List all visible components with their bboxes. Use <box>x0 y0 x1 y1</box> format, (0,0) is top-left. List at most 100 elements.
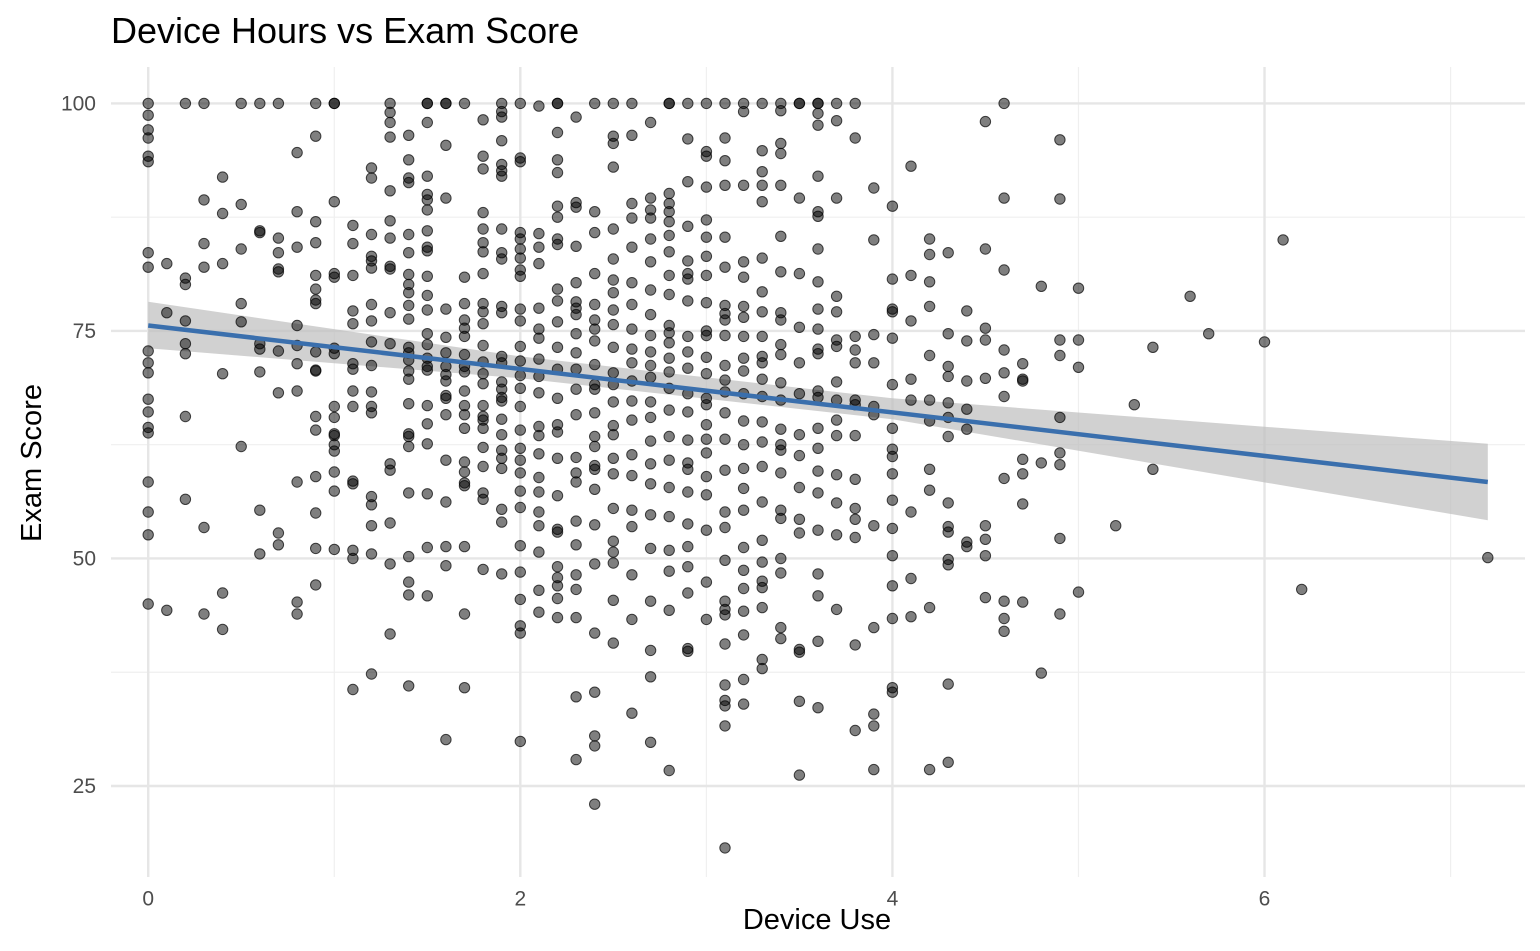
data-point <box>700 399 713 411</box>
data-point <box>607 161 619 173</box>
data-point <box>235 198 247 211</box>
data-point <box>998 472 1010 485</box>
data-point <box>756 196 768 208</box>
data-point <box>644 192 657 204</box>
data-point <box>179 410 192 423</box>
data-point <box>1258 336 1271 348</box>
data-point <box>179 348 192 360</box>
data-point <box>644 396 657 408</box>
points-layer <box>142 97 1494 854</box>
data-point <box>682 220 694 233</box>
data-point <box>514 627 526 639</box>
data-point <box>272 266 285 278</box>
data-point <box>291 241 303 253</box>
data-point <box>384 628 396 640</box>
data-point <box>626 469 638 482</box>
data-point <box>830 306 843 318</box>
data-point <box>849 502 861 515</box>
data-point <box>886 378 899 391</box>
data-point <box>830 290 843 302</box>
data-point <box>551 126 564 139</box>
data-point <box>700 150 713 162</box>
data-point <box>719 155 731 167</box>
x-tick-label: 0 <box>142 887 154 910</box>
data-point <box>328 445 340 457</box>
data-point <box>682 406 694 418</box>
data-point <box>514 252 526 264</box>
data-point <box>310 346 322 358</box>
data-point <box>458 422 471 434</box>
data-point <box>291 476 303 488</box>
data-point <box>310 424 322 436</box>
data-point <box>589 335 601 347</box>
data-point <box>700 419 713 431</box>
data-point <box>570 611 582 624</box>
data-point <box>737 256 750 268</box>
data-point <box>310 297 322 310</box>
data-point <box>570 451 582 464</box>
data-point <box>663 288 675 301</box>
data-point <box>849 531 861 544</box>
data-point <box>272 387 285 399</box>
data-point <box>291 608 303 620</box>
data-point <box>551 238 564 251</box>
data-point <box>775 105 787 117</box>
data-point <box>291 385 303 397</box>
data-point <box>365 336 378 348</box>
data-point <box>737 105 750 118</box>
data-point <box>403 373 415 385</box>
data-point <box>1017 453 1029 465</box>
data-point <box>905 373 917 385</box>
data-point <box>905 611 917 623</box>
data-point <box>514 735 526 748</box>
data-point <box>793 321 806 333</box>
data-point <box>310 130 322 142</box>
data-point <box>756 416 768 428</box>
data-point <box>142 506 154 518</box>
data-point <box>849 97 861 110</box>
data-point <box>421 541 433 554</box>
data-point <box>942 430 954 443</box>
data-point <box>142 393 154 405</box>
data-point <box>570 691 582 703</box>
data-point <box>1147 341 1159 353</box>
data-point <box>719 374 731 386</box>
data-point <box>923 300 936 313</box>
data-point <box>514 442 526 454</box>
data-point <box>626 449 638 461</box>
data-point <box>142 598 154 610</box>
data-point <box>979 322 992 334</box>
data-point <box>1072 361 1085 373</box>
data-point <box>719 700 731 712</box>
data-point <box>793 429 806 441</box>
data-point <box>1017 358 1029 370</box>
data-point <box>403 576 415 588</box>
data-point <box>719 314 731 326</box>
data-point <box>551 490 564 502</box>
data-point <box>737 311 750 323</box>
data-point <box>719 521 731 534</box>
data-point <box>365 548 378 560</box>
data-point <box>198 261 210 273</box>
data-point <box>589 267 601 280</box>
data-point <box>365 262 378 274</box>
data-point <box>737 698 750 710</box>
data-point <box>514 369 526 382</box>
data-point <box>216 257 229 270</box>
data-point <box>291 319 303 332</box>
data-point <box>142 247 154 259</box>
data-point <box>1017 375 1029 387</box>
data-point <box>514 315 526 327</box>
data-point <box>589 407 601 419</box>
data-point <box>830 469 843 481</box>
data-point <box>644 256 657 268</box>
data-point <box>886 550 899 562</box>
data-point <box>644 212 657 224</box>
data-point <box>942 370 954 383</box>
data-point <box>607 253 619 265</box>
data-point <box>440 97 452 110</box>
data-point <box>142 529 154 541</box>
data-point <box>607 318 619 331</box>
data-point <box>328 400 340 413</box>
data-point <box>793 97 806 110</box>
